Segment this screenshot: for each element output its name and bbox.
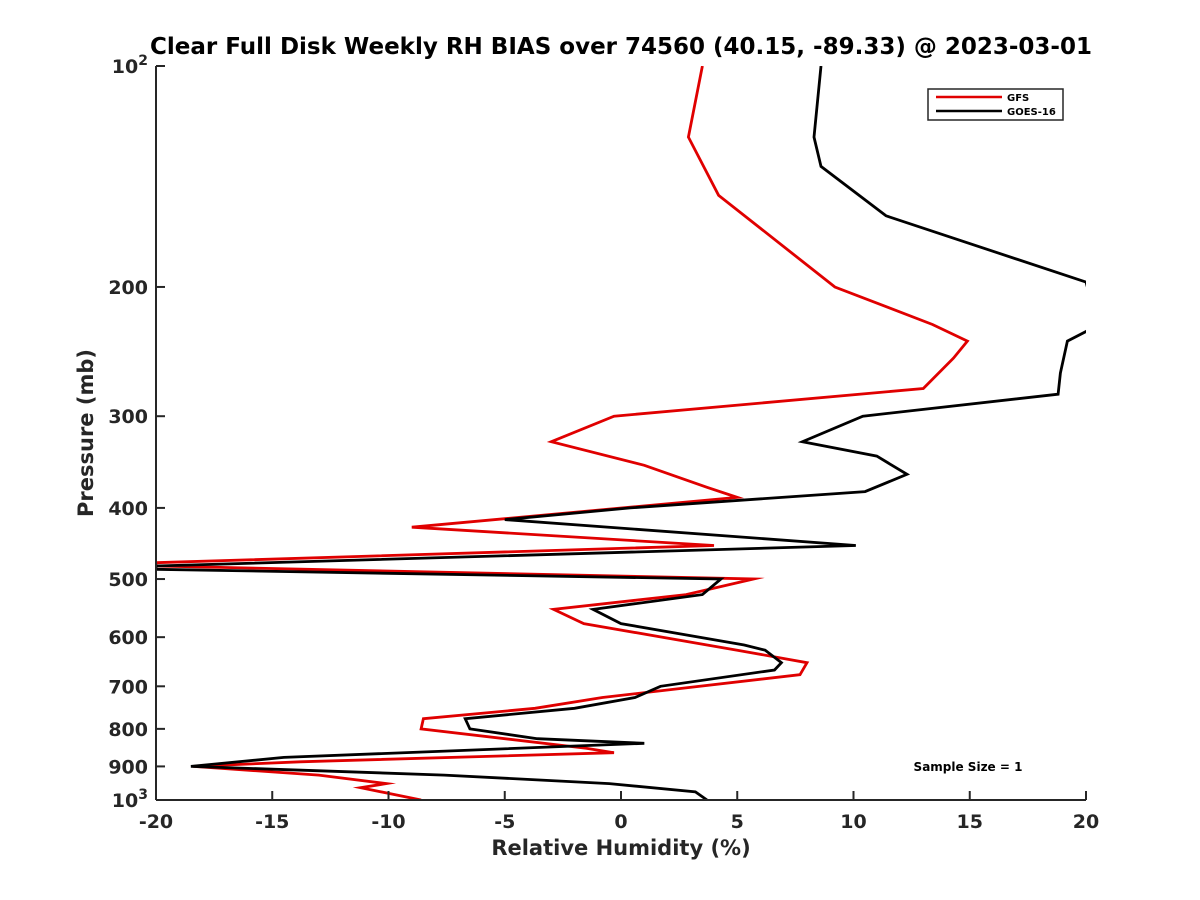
x-axis-label: Relative Humidity (%) bbox=[491, 836, 750, 860]
y-tick-exponent: 2 bbox=[138, 53, 148, 69]
series-layer bbox=[156, 66, 1086, 800]
x-tick-label: 10 bbox=[840, 811, 866, 833]
y-tick-base: 10 bbox=[112, 790, 138, 812]
y-tick-exponent: 3 bbox=[138, 787, 148, 803]
y-tick-label: 800 bbox=[108, 719, 148, 741]
legend-label-goes-16: GOES-16 bbox=[1007, 107, 1056, 118]
x-tick-label: -15 bbox=[255, 811, 289, 833]
x-ticks: -20 -15 -10 -5 0 5 10 15 20 bbox=[139, 791, 1099, 833]
y-tick-label: 300 bbox=[108, 406, 148, 428]
plot-area: -20 -15 -10 -5 0 5 10 15 20 10220030040050060070… bbox=[108, 53, 1099, 833]
y-tick-label: 103 bbox=[112, 787, 148, 812]
x-tick-label: 5 bbox=[731, 811, 744, 833]
y-tick-label: 600 bbox=[108, 627, 148, 649]
x-tick-label: 0 bbox=[614, 811, 627, 833]
x-tick-label: 20 bbox=[1073, 811, 1099, 833]
y-tick-base: 700 bbox=[108, 676, 148, 698]
legend-label-gfs: GFS bbox=[1007, 93, 1029, 104]
y-tick-label: 700 bbox=[108, 676, 148, 698]
x-tick-label: 15 bbox=[957, 811, 983, 833]
chart-title: Clear Full Disk Weekly RH BIAS over 7456… bbox=[150, 34, 1092, 60]
series-line-goes-16 bbox=[156, 66, 1086, 800]
sample-size-annotation: Sample Size = 1 bbox=[914, 760, 1023, 774]
y-tick-base: 300 bbox=[108, 406, 148, 428]
series-line-gfs bbox=[156, 66, 970, 800]
y-tick-base: 200 bbox=[108, 277, 148, 299]
y-tick-base: 400 bbox=[108, 498, 148, 520]
y-tick-label: 400 bbox=[108, 498, 148, 520]
legend: GFS GOES-16 bbox=[927, 88, 1064, 121]
legend-box bbox=[927, 88, 1064, 121]
y-tick-base: 800 bbox=[108, 719, 148, 741]
y-tick-label: 900 bbox=[108, 756, 148, 778]
y-tick-label: 102 bbox=[112, 53, 148, 78]
y-axis-label: Pressure (mb) bbox=[74, 349, 98, 517]
y-tick-base: 900 bbox=[108, 756, 148, 778]
y-tick-base: 500 bbox=[108, 569, 148, 591]
y-tick-label: 500 bbox=[108, 569, 148, 591]
x-tick-label: -5 bbox=[494, 811, 515, 833]
x-tick-label: -10 bbox=[371, 811, 405, 833]
y-tick-base: 10 bbox=[112, 56, 138, 78]
x-tick-label: -20 bbox=[139, 811, 173, 833]
y-tick-label: 200 bbox=[108, 277, 148, 299]
y-tick-base: 600 bbox=[108, 627, 148, 649]
